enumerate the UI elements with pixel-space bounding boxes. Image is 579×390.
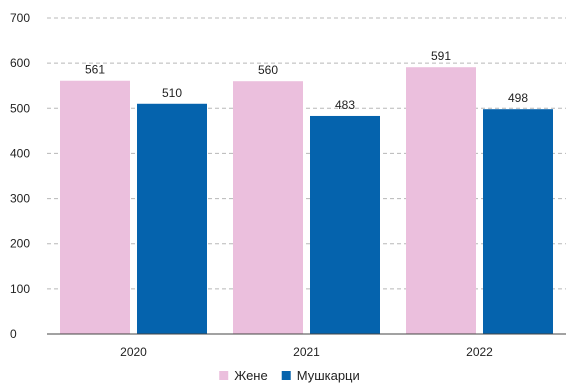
bar xyxy=(483,109,553,334)
y-tick-label: 600 xyxy=(10,56,30,70)
data-label: 561 xyxy=(85,63,105,77)
y-tick-label: 200 xyxy=(10,237,30,251)
y-tick-label: 300 xyxy=(10,192,30,206)
legend-label: Мушкарци xyxy=(297,368,360,383)
legend-item: Мушкарци xyxy=(281,368,360,383)
legend: Жене Мушкарци xyxy=(219,368,360,383)
y-tick-label: 500 xyxy=(10,101,30,115)
x-tick-label: 2022 xyxy=(466,345,493,359)
x-tick-label: 2021 xyxy=(293,345,320,359)
bar xyxy=(60,80,130,335)
bar xyxy=(310,115,380,335)
data-label: 498 xyxy=(508,91,528,105)
y-tick-label: 100 xyxy=(10,282,30,296)
data-label: 560 xyxy=(258,63,278,77)
bar xyxy=(406,67,476,334)
bar xyxy=(233,81,303,334)
legend-swatch xyxy=(281,371,291,380)
y-tick-label: 400 xyxy=(10,146,30,160)
y-axis: 0 100 200 300 400 500 600 700 xyxy=(10,11,30,341)
legend-swatch xyxy=(219,371,229,380)
y-tick-label: 700 xyxy=(10,11,30,25)
data-label: 483 xyxy=(335,98,355,112)
bars xyxy=(60,67,553,335)
x-axis: 2020 2021 2022 xyxy=(120,345,493,359)
data-label: 591 xyxy=(431,49,451,63)
y-tick-label: 0 xyxy=(10,327,17,341)
x-tick-label: 2020 xyxy=(120,345,147,359)
data-labels: 561 510 560 483 591 498 xyxy=(85,49,528,112)
legend-label: Жене xyxy=(234,368,267,383)
gridlines xyxy=(47,17,566,290)
bar xyxy=(137,103,207,335)
data-label: 510 xyxy=(162,86,182,100)
legend-item: Жене xyxy=(219,368,268,383)
